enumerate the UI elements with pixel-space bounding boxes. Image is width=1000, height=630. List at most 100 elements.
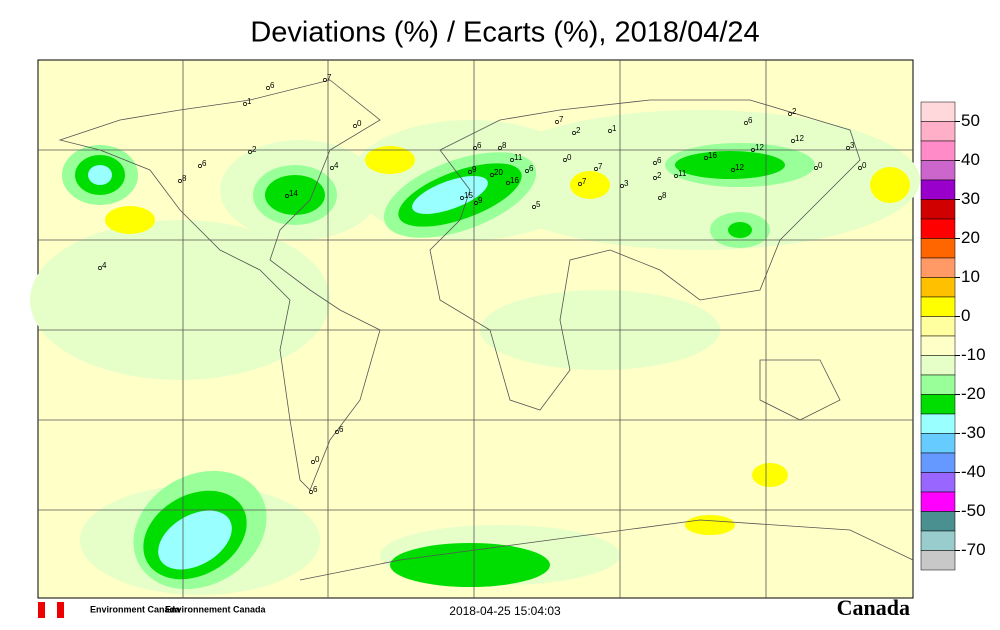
station-marker xyxy=(846,146,850,150)
legend-label: 0 xyxy=(961,306,970,325)
station-marker xyxy=(510,158,514,162)
legend-swatch xyxy=(920,335,956,356)
map xyxy=(30,59,920,599)
legend-swatch xyxy=(920,530,956,551)
station-value: 0 xyxy=(357,119,362,128)
coastlines xyxy=(58,79,914,581)
flag-logo-center xyxy=(45,602,57,618)
legend-label: -70 xyxy=(961,540,986,559)
station-marker xyxy=(751,148,755,152)
station-marker xyxy=(555,120,559,124)
timestamp: 2018-04-25 15:04:03 xyxy=(449,604,561,618)
station-marker xyxy=(788,112,792,116)
station-value: 8 xyxy=(662,191,667,200)
station-marker xyxy=(744,121,748,125)
station-value: 6 xyxy=(477,141,482,150)
legend-swatch xyxy=(920,472,956,493)
legend-label: 20 xyxy=(961,228,980,247)
station-value: 4 xyxy=(334,161,339,170)
station-marker xyxy=(309,490,313,494)
station-marker xyxy=(578,182,582,186)
station-value: 0 xyxy=(567,153,572,162)
station-value: 7 xyxy=(327,73,332,82)
station-marker xyxy=(704,156,708,160)
legend-swatch xyxy=(920,433,956,454)
wordmark: Canada xyxy=(837,595,910,620)
station-value: 6 xyxy=(657,156,662,165)
legend-label: -10 xyxy=(961,345,986,364)
station-marker xyxy=(490,173,494,177)
station-value: 12 xyxy=(735,163,744,172)
station-marker xyxy=(330,166,334,170)
legend-label: 40 xyxy=(961,150,980,169)
station-value: 6 xyxy=(748,116,753,125)
legend-swatch xyxy=(920,296,956,317)
legend-swatch xyxy=(920,413,956,434)
station-marker xyxy=(243,102,247,106)
station-value: 2 xyxy=(252,145,257,154)
station-marker xyxy=(858,166,862,170)
station-value: 6 xyxy=(529,164,534,173)
legend-label: -50 xyxy=(961,501,986,520)
station-marker xyxy=(474,201,478,205)
legend-swatch xyxy=(920,218,956,239)
station-marker xyxy=(353,124,357,128)
station-marker xyxy=(98,266,102,270)
agency-en: Environment Canada xyxy=(90,604,181,614)
station-marker xyxy=(323,78,327,82)
legend-swatch xyxy=(920,491,956,512)
station-value: 4 xyxy=(102,261,107,270)
station-value: 14 xyxy=(289,189,298,198)
station-marker xyxy=(653,161,657,165)
station-value: 2 xyxy=(792,107,797,116)
station-value: 2 xyxy=(657,171,662,180)
station-value: 6 xyxy=(339,425,344,434)
station-marker xyxy=(563,158,567,162)
station-value: 1 xyxy=(247,97,252,106)
station-marker xyxy=(460,196,464,200)
station-marker xyxy=(198,164,202,168)
station-marker xyxy=(674,174,678,178)
station-value: 9 xyxy=(472,165,477,174)
station-marker xyxy=(620,184,624,188)
station-marker xyxy=(266,86,270,90)
station-value: 7 xyxy=(598,162,603,171)
legend-swatch xyxy=(920,238,956,259)
station-value: 16 xyxy=(510,176,519,185)
station-marker xyxy=(572,131,576,135)
legend-swatch xyxy=(920,199,956,220)
station-value: 7 xyxy=(582,177,587,186)
station-marker xyxy=(473,146,477,150)
station-marker xyxy=(506,181,510,185)
station-value: 5 xyxy=(536,200,541,209)
station-value: 16 xyxy=(708,151,717,160)
legend: 50 40 30 20 10 0 -10 -20 -30 -40 -50 -70 xyxy=(920,101,986,571)
station-value: 8 xyxy=(182,174,187,183)
station-marker xyxy=(285,194,289,198)
station-value: 0 xyxy=(862,161,867,170)
legend-swatch xyxy=(920,511,956,532)
station-marker xyxy=(608,129,612,133)
station-value: 2 xyxy=(576,126,581,135)
station-marker xyxy=(498,146,502,150)
graticule xyxy=(38,60,913,598)
station-marker xyxy=(791,139,795,143)
legend-swatch xyxy=(920,160,956,181)
legend-label: 10 xyxy=(961,267,980,286)
legend-swatch xyxy=(920,257,956,278)
station-marker xyxy=(731,168,735,172)
station-marker xyxy=(814,166,818,170)
station-value: 8 xyxy=(502,141,507,150)
station-value: 6 xyxy=(313,485,318,494)
station-value: 15 xyxy=(464,191,473,200)
station-value: 12 xyxy=(755,143,764,152)
title: Deviations (%) / Ecarts (%), 2018/04/24 xyxy=(250,17,759,49)
legend-swatch xyxy=(920,550,956,571)
station-value: 6 xyxy=(270,81,275,90)
station-value: 6 xyxy=(202,159,207,168)
legend-label: 30 xyxy=(961,189,980,208)
legend-label: -30 xyxy=(961,423,986,442)
station-marker xyxy=(178,179,182,183)
